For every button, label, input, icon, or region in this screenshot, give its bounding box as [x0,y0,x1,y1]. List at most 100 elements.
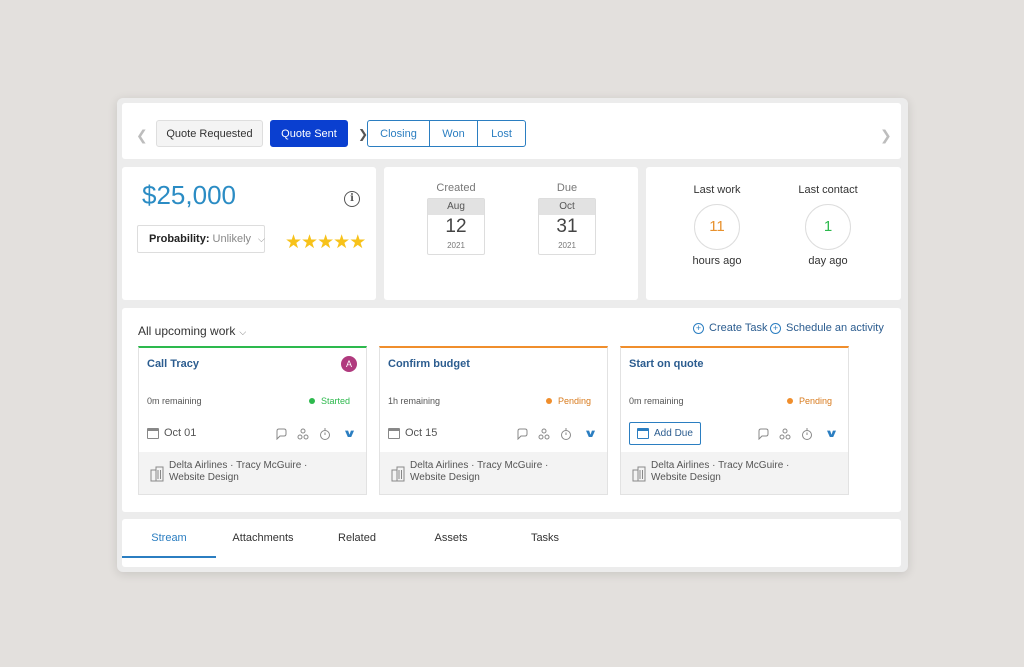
create-task-label: Create Task [709,322,768,334]
create-task-button[interactable]: + Create Task [693,322,768,334]
star-icon[interactable]: ★ [349,232,366,253]
task-name[interactable]: Confirm budget [388,358,470,370]
last-work-unit: hours ago [692,255,742,267]
last-contact-title: Last contact [798,184,858,196]
task-remaining: 0m remaining [629,396,684,406]
status-badge: Started [308,396,350,406]
rating-stars[interactable]: ★★★★★ [285,231,366,254]
timer-icon[interactable] [801,428,813,440]
probability-label: Probability: [149,233,210,245]
due-calendar[interactable]: Oct 31 2021 [538,198,596,255]
star-icon[interactable]: ★ [317,232,334,253]
upcoming-work-card: All upcoming work ⌵ + Create Task + Schedul… [122,308,901,512]
task-due-date[interactable]: Oct 15 [388,427,437,439]
status-dot-icon [308,398,315,404]
last-contact-value: 1 [805,204,851,250]
created-calendar: Aug 12 2021 [427,198,485,255]
calendar-icon [637,428,649,439]
star-icon[interactable]: ★ [301,232,318,253]
task-context: Delta Airlines · Tracy McGuire · Website … [169,460,307,484]
tab-tasks[interactable]: Tasks [530,532,560,544]
probability-value: Unlikely [212,233,252,245]
task-project: Website Design [169,472,239,483]
task-context: Delta Airlines · Tracy McGuire · Website … [651,460,789,484]
chevron-down-icon: ⌵ [239,327,247,337]
probability-dropdown[interactable]: Probability: Unlikely ⌵ [137,225,265,253]
task-card[interactable]: Confirm budget 1h remaining Pending Oct … [379,346,608,495]
task-card[interactable]: Start on quote 0m remaining Pending Add … [620,346,849,495]
timer-icon[interactable] [319,428,331,440]
status-text: Started [320,396,350,406]
last-work-value: 11 [694,204,740,250]
schedule-activity-button[interactable]: + Schedule an activity [770,322,884,334]
task-name[interactable]: Start on quote [629,358,704,370]
star-icon[interactable]: ★ [333,232,350,253]
tab-stream[interactable]: Stream [122,519,216,558]
task-due-date[interactable]: Oct 01 [147,427,196,439]
pipeline-next-arrow-icon[interactable]: ❯ [880,127,892,143]
created-month: Aug [428,199,484,215]
status-text: Pending [557,396,591,406]
comment-icon[interactable] [757,428,769,440]
deal-amount: $25,000 [142,180,236,210]
task-project: Website Design [651,472,721,483]
stage-closing[interactable]: Closing [367,120,430,147]
task-tools: ∨ [516,427,598,440]
status-text: Pending [798,396,832,406]
timer-icon[interactable] [560,428,572,440]
task-remaining: 1h remaining [388,396,441,406]
stage-lost[interactable]: Lost [477,120,526,147]
comment-icon[interactable] [275,428,287,440]
task-footer: Delta Airlines · Tracy McGuire · Website … [621,452,848,494]
task-card[interactable]: Call Tracy A 0m remaining Started Oct 01… [138,346,367,495]
building-icon [391,466,405,482]
avatar[interactable]: A [341,356,357,372]
building-icon [632,466,646,482]
due-date[interactable]: Due Oct 31 2021 [538,182,596,255]
schedule-activity-label: Schedule an activity [786,322,884,334]
chevron-down-icon[interactable]: ∨ [824,428,839,440]
team-icon[interactable] [538,428,550,440]
deal-amount-card: $25,000 i Probability: Unlikely ⌵ ★★★★★ [122,167,376,300]
last-contact: Last contact 1 day ago [778,184,878,267]
chevron-down-icon: ⌵ [258,233,265,244]
pipeline-prev-arrow-icon[interactable]: ❮ [136,127,148,143]
due-title: Due [556,182,578,194]
tab-assets[interactable]: Assets [434,532,468,544]
status-badge: Pending [786,396,832,406]
star-icon[interactable]: ★ [285,232,302,253]
status-dot-icon [786,398,793,404]
stage-quote-requested[interactable]: Quote Requested [156,120,263,147]
chevron-down-icon[interactable]: ∨ [583,428,598,440]
last-contact-unit: day ago [808,255,848,267]
work-filter-dropdown[interactable]: All upcoming work ⌵ [138,324,246,338]
team-icon[interactable] [297,428,309,440]
task-name[interactable]: Call Tracy [147,358,199,370]
add-due-label: Add Due [654,428,693,439]
plus-circle-icon: + [770,322,781,334]
info-icon[interactable]: i [344,191,360,207]
dates-card: Created Aug 12 2021 Due Oct 31 2021 [384,167,638,300]
created-year: 2021 [447,241,465,250]
stage-quote-sent[interactable]: Quote Sent [270,120,348,147]
activity-card: Last work 11 hours ago Last contact 1 da… [646,167,901,300]
chevron-down-icon[interactable]: ∨ [342,428,357,440]
task-remaining: 0m remaining [147,396,202,406]
add-due-button[interactable]: Add Due [629,422,701,445]
plus-circle-icon: + [693,322,704,334]
stage-won[interactable]: Won [429,120,478,147]
pipeline-bar: ❮ Quote Requested Quote Sent ❯ Closing W… [122,103,901,159]
tab-bar: Stream Attachments Related Assets Tasks [122,519,901,567]
created-date: Created Aug 12 2021 [427,182,485,255]
comment-icon[interactable] [516,428,528,440]
tab-related[interactable]: Related [338,532,376,544]
last-work: Last work 11 hours ago [667,184,767,267]
task-tools: ∨ [275,427,357,440]
team-icon[interactable] [779,428,791,440]
task-company: Delta Airlines · Tracy McGuire · [410,460,549,471]
tab-attachments[interactable]: Attachments [232,532,294,544]
due-year: 2021 [558,241,576,250]
deal-window: ❮ Quote Requested Quote Sent ❯ Closing W… [117,98,908,572]
last-work-title: Last work [693,184,741,196]
task-footer: Delta Airlines · Tracy McGuire · Website … [139,452,366,494]
